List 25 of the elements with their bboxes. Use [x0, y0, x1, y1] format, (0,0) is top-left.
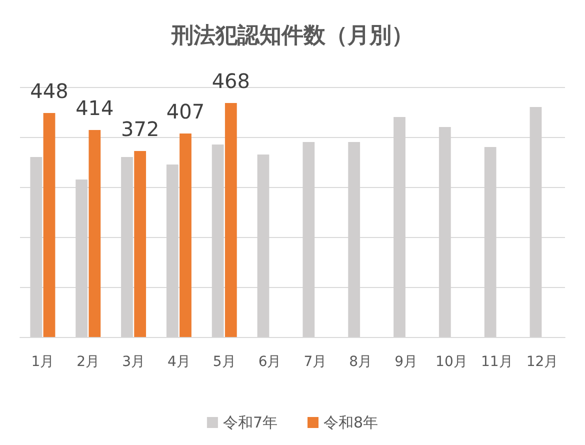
x-tick-label: 8月 [349, 354, 372, 370]
x-tick-label: 12月 [526, 354, 558, 370]
data-label: 468 [212, 69, 250, 93]
legend-label: 令和8年 [324, 414, 378, 432]
x-tick-label: 7月 [304, 354, 327, 370]
x-tick-label: 1月 [31, 354, 54, 370]
x-tick-label: 9月 [394, 354, 418, 370]
x-tick-label: 6月 [258, 354, 282, 370]
data-label: 407 [166, 100, 205, 124]
x-tick-label: 3月 [122, 354, 146, 370]
data-label: 448 [30, 79, 68, 103]
x-tick-label: 11月 [480, 354, 513, 370]
x-tick-label: 5月 [212, 354, 236, 370]
x-tick-label: 4月 [167, 354, 190, 370]
x-tick-label: 10月 [436, 354, 468, 370]
data-label: 414 [76, 96, 114, 120]
bar [88, 130, 101, 337]
legend-label: 令和7年 [222, 414, 278, 432]
data-label: 372 [120, 117, 160, 141]
x-tick-label: 2月 [76, 354, 100, 370]
bar [43, 113, 56, 337]
chart-title: 刑法犯認知件数（月別） [170, 24, 414, 48]
bar [134, 151, 146, 337]
bar [224, 103, 237, 337]
bar [180, 134, 192, 337]
